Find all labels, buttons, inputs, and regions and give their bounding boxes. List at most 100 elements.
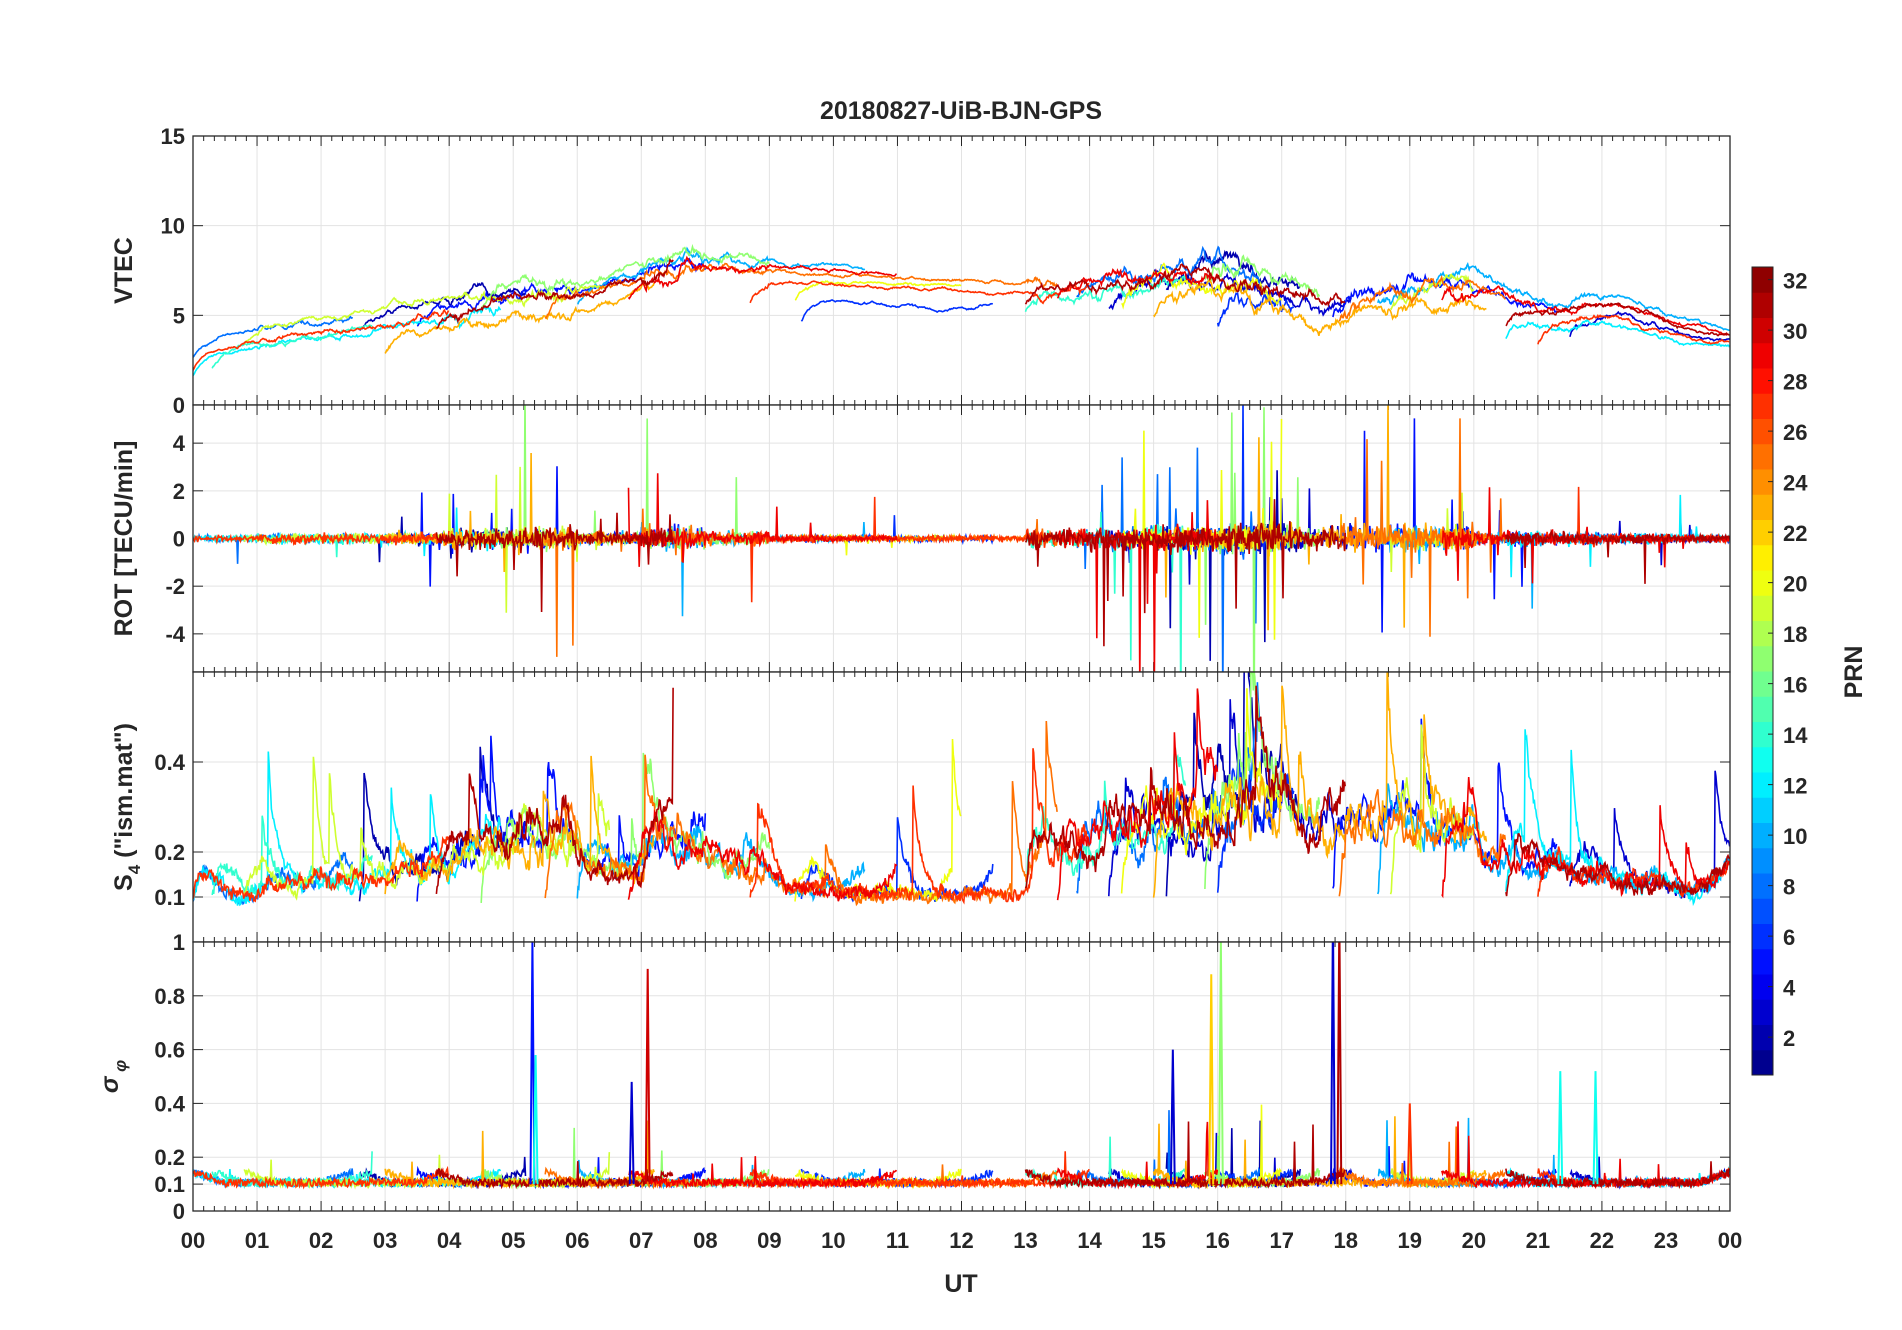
colorbar-segment [1752,570,1773,596]
sigma-peak-prn-30 [644,968,651,1185]
colorbar-segment [1752,342,1773,369]
series-line-prn-31 [1024,499,1346,647]
colorbar-tick-label: 28 [1783,370,1807,395]
colorbar-tick-label: 26 [1783,420,1807,445]
series-line-prn-23 [1152,278,1487,337]
series-line-prn-14 [1024,747,1187,892]
colorbar-tick-label: 4 [1783,976,1796,1001]
x-tick-label: 02 [309,1228,333,1253]
y-tick-label: 0 [173,393,185,418]
x-tick-label: 18 [1334,1228,1358,1253]
y-tick-label: 0.1 [154,885,185,910]
y-tick-label: 0.1 [154,1172,185,1197]
x-tick-label: 15 [1141,1228,1165,1253]
colorbar-segment [1752,595,1773,621]
y-tick-label: 0.4 [154,750,185,775]
colorbar-segment [1752,746,1773,773]
y-tick-label: -2 [165,574,185,599]
series-line-prn-19 [243,283,610,345]
sigma-peak-prn-13 [1557,1071,1564,1185]
colorbar-segment [1752,847,1773,874]
series-line-prn-6 [800,299,993,322]
y-tick-label: 5 [173,303,185,328]
colorbar-segment [1752,267,1773,293]
series-line-prn-25 [544,262,1058,320]
series-line-prn-31 [1505,833,1730,897]
series-line-prn-12 [1505,729,1730,907]
colorbar-segment [1752,696,1773,722]
colorbar-segment [1752,948,1773,975]
x-tick-label: 05 [501,1228,525,1253]
colorbar-segment [1752,898,1773,924]
series-line-prn-12 [193,751,502,907]
colorbar-segment [1752,797,1773,823]
colorbar-tick-label: 32 [1783,269,1807,294]
colorbar-tick-label: 20 [1783,572,1807,597]
colorbar-tick-label: 12 [1783,774,1807,799]
sigma-peak-prn-13 [1592,1071,1599,1185]
series-group [193,672,1730,907]
series-line-prn-27 [749,1151,1090,1190]
colorbar-segment [1752,393,1773,419]
series-line-prn-17 [1204,672,1321,890]
series-line-prn-29 [1056,688,1219,901]
x-tick-label: 21 [1526,1228,1550,1253]
colorbar-segment [1752,822,1773,849]
colorbar-tick-label: 30 [1783,319,1807,344]
series-line-prn-25 [1339,418,1507,637]
series-line-prn-27 [1537,313,1730,345]
series-line-prn-23 [384,278,655,354]
x-tick-label: 19 [1398,1228,1422,1253]
x-tick-label: 22 [1590,1228,1614,1253]
x-tick-label: 13 [1013,1228,1037,1253]
y-tick-label: 0 [173,1199,185,1224]
series-line-prn-31 [436,258,674,329]
panel-s4: 0.1 0.2 0.4 S4 ("ism.mat") [110,671,1731,943]
x-tick-label: 16 [1205,1228,1229,1253]
colorbar-tick-label: 18 [1783,622,1807,647]
x-tick-label: 10 [821,1228,845,1253]
series-line-prn-29 [1056,268,1218,299]
series-line-prn-29 [627,255,897,300]
x-tick-label: 14 [1077,1228,1102,1253]
colorbar-segment [1752,873,1773,899]
panel-rot: -4 -2 0 2 4 ROT [TECU/min] [110,404,1731,673]
colorbar-border [1751,266,1774,1076]
axes-box [192,941,1731,1212]
sigma-peak-prn-5 [529,942,536,1185]
series-group [193,405,1730,672]
sigma-peak-prn-27 [1406,1103,1413,1185]
colorbar-segment [1752,494,1773,520]
colorbar-segment [1752,292,1773,318]
series-line-prn-31 [435,512,674,613]
colorbar-segment [1752,418,1773,445]
x-tick-label: 11 [886,1228,909,1253]
sigma-peak-prn-3 [1169,1049,1176,1185]
x-axis-label: UT [944,1270,977,1298]
colorbar-tick-label: 10 [1783,824,1807,849]
colorbar-segment [1752,999,1773,1025]
sigma-peak-prn-17 [1217,942,1224,1185]
series-line-prn-3 [1569,310,1730,342]
colorbar-segment [1752,469,1773,495]
colorbar-segment [1752,974,1773,1000]
x-tick-label: 20 [1462,1228,1486,1253]
colorbar-segment [1752,721,1773,748]
colorbar-segment [1752,620,1773,647]
colorbar-segment [1752,923,1773,950]
colorbar-segment [1752,443,1773,470]
colorbar-tick-label: 8 [1783,875,1795,900]
colorbar-tick-label: 24 [1783,471,1808,496]
x-tick-label: 12 [949,1228,973,1253]
series-line-prn-12 [1505,317,1730,348]
colorbar-segment [1752,645,1773,672]
sigma-peak-prn-3 [628,1081,635,1185]
series-line-prn-23 [384,755,655,895]
series-line-prn-27 [193,530,450,547]
series-line-prn-25 [1338,274,1506,322]
y-tick-label: -4 [165,622,185,647]
x-tick-label: 04 [437,1228,462,1253]
series-line-prn-31 [1024,263,1346,308]
